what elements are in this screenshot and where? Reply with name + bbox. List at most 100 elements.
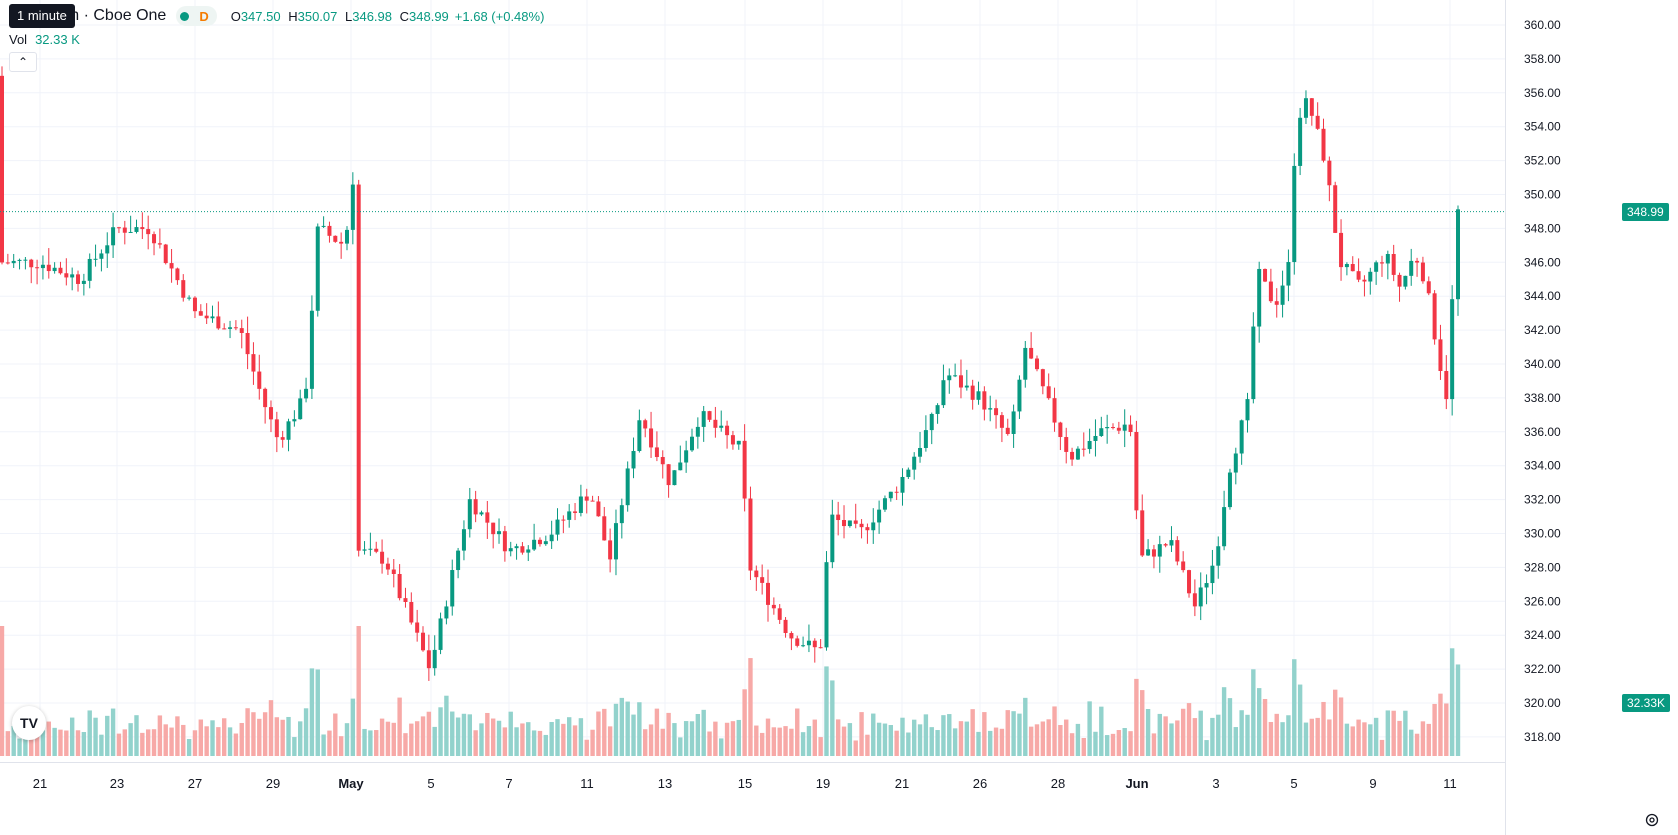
- candle-body: [374, 548, 379, 552]
- volume-bar: [771, 727, 777, 756]
- candle-body: [210, 316, 215, 319]
- volume-bar: [1379, 739, 1385, 756]
- candle-body: [134, 227, 139, 232]
- volume-label[interactable]: Vol: [9, 31, 28, 47]
- volume-bar: [1391, 710, 1396, 756]
- volume-bar: [450, 711, 455, 756]
- candle-body: [1362, 279, 1367, 282]
- collapse-legend-button[interactable]: ⌃: [9, 52, 37, 72]
- candle-body: [842, 520, 847, 527]
- candle-body: [754, 570, 759, 578]
- candle-body: [1216, 546, 1221, 566]
- candle-body: [327, 225, 332, 236]
- candle-body: [947, 375, 952, 381]
- candle-body: [1046, 386, 1051, 399]
- candle-body: [1017, 379, 1022, 412]
- candle-body: [187, 297, 192, 299]
- volume-bar: [800, 732, 806, 756]
- time-axis[interactable]: 21 23 27 29 May 5 7 11 13 15 19 21 26 28 Jun 3 5 9 11: [33, 776, 1457, 791]
- volume-bar: [1449, 648, 1455, 756]
- volume-bar: [765, 718, 771, 756]
- candle-body: [608, 540, 613, 560]
- candle-body: [169, 263, 174, 269]
- candle-body: [1105, 427, 1110, 429]
- y-tick-label: 332.00: [1524, 493, 1561, 507]
- volume-bar: [391, 722, 396, 756]
- candle-body: [228, 327, 233, 329]
- candle-body: [245, 333, 250, 355]
- candle-body: [46, 264, 51, 272]
- logo-text: TV: [20, 715, 38, 731]
- volume-bar: [777, 727, 782, 756]
- volume-bar: [1321, 701, 1326, 756]
- last-price-label: 348.99: [1622, 202, 1669, 221]
- price-axis[interactable]: 318.00 320.00 322.00 324.00 326.00 328.00 330.…: [1524, 18, 1561, 744]
- candle-body: [239, 328, 244, 334]
- volume-bar: [75, 730, 81, 756]
- candle-body: [222, 328, 227, 330]
- volume-bar: [1432, 703, 1437, 756]
- y-tick-label: 328.00: [1524, 560, 1561, 574]
- market-open-dot-icon: [180, 11, 190, 21]
- volume-bar: [1011, 711, 1016, 756]
- close-key: C: [399, 8, 410, 24]
- candle-body: [362, 549, 367, 551]
- candle-body: [350, 184, 355, 230]
- volume-bar: [759, 732, 765, 756]
- volume-bar: [473, 730, 478, 756]
- volume-bar: [485, 712, 490, 756]
- volume-bar: [520, 723, 525, 756]
- volume-bar: [1023, 697, 1028, 756]
- volume-bar: [444, 695, 449, 756]
- x-tick-label: 29: [266, 776, 280, 791]
- volume-bar: [1145, 709, 1151, 756]
- market-status[interactable]: D: [176, 6, 217, 26]
- tradingview-logo-icon[interactable]: TV: [12, 706, 46, 740]
- volume-bar: [1087, 701, 1092, 756]
- volume-bar: [1362, 722, 1367, 756]
- volume-bar: [17, 738, 22, 756]
- volume-bar: [298, 721, 303, 756]
- volume-bar: [64, 730, 69, 756]
- y-tick-label: 338.00: [1524, 391, 1561, 405]
- volume-bar: [1064, 719, 1069, 756]
- candle-body: [555, 519, 560, 535]
- candle-body: [157, 243, 162, 245]
- volume-bar: [268, 700, 274, 756]
- volume-bar: [865, 734, 870, 756]
- volume-bar: [23, 727, 28, 756]
- volume-bar: [0, 626, 5, 756]
- volume-bar: [455, 717, 461, 756]
- candle-body: [859, 523, 864, 528]
- volume-bar: [1069, 733, 1075, 756]
- volume-bar: [479, 723, 484, 756]
- candle-body: [35, 267, 40, 269]
- volume-bar: [397, 697, 402, 756]
- volume-bar: [116, 733, 122, 756]
- candle-body: [836, 514, 841, 521]
- x-tick-label: 7: [505, 776, 512, 791]
- candle-body: [1187, 570, 1192, 594]
- volume-bar: [730, 721, 736, 756]
- volume-bar: [1251, 669, 1256, 756]
- volume-bar: [99, 734, 104, 756]
- candle-body: [1339, 232, 1344, 268]
- candle-body: [450, 570, 455, 607]
- y-tick-label: 318.00: [1524, 730, 1561, 744]
- volume-bar: [643, 729, 648, 756]
- x-tick-label: 15: [738, 776, 752, 791]
- volume-bar: [835, 719, 841, 756]
- volume-bar: [1414, 733, 1420, 756]
- chart-settings-button[interactable]: [1640, 808, 1664, 832]
- candle-body: [1385, 254, 1390, 264]
- volume-bar: [1134, 678, 1139, 756]
- candle-body: [1151, 549, 1156, 557]
- volume-bar: [1122, 728, 1127, 756]
- candle-body: [643, 420, 648, 429]
- candle-body: [52, 267, 57, 272]
- volume-bar: [251, 712, 256, 756]
- candle-body: [1093, 435, 1098, 441]
- candle-body: [380, 551, 385, 564]
- volume-bar: [1028, 726, 1034, 756]
